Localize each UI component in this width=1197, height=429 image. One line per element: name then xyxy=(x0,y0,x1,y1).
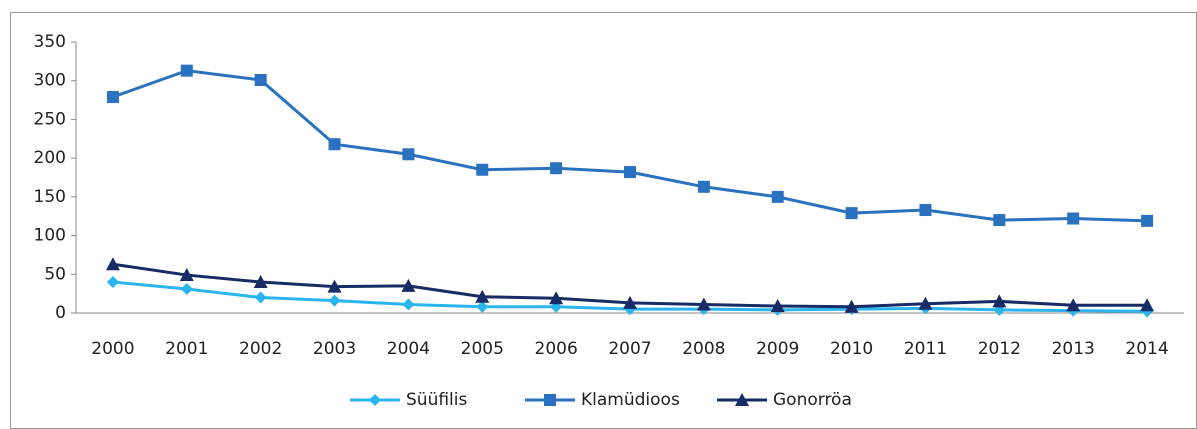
data-point xyxy=(697,180,710,193)
x-tick-label: 2008 xyxy=(682,339,725,359)
data-point xyxy=(327,279,342,293)
data-point xyxy=(254,73,267,86)
x-tick-label: 2006 xyxy=(535,339,578,359)
x-tick-label: 2009 xyxy=(756,339,799,359)
legend-marker xyxy=(369,394,381,406)
data-point xyxy=(993,214,1006,227)
data-point xyxy=(106,90,119,103)
x-tick-label: 2000 xyxy=(91,339,134,359)
data-point xyxy=(771,190,784,203)
x-tick-label: 2003 xyxy=(313,339,356,359)
data-point xyxy=(253,275,268,289)
data-point xyxy=(770,299,785,313)
data-point xyxy=(180,64,193,77)
data-point xyxy=(476,300,489,313)
data-point xyxy=(1066,298,1081,312)
data-point xyxy=(105,257,120,271)
legend-label: Süüfilis xyxy=(406,390,467,410)
x-tick-label: 2012 xyxy=(978,339,1021,359)
y-tick-label: 200 xyxy=(34,148,66,168)
legend-label: Gonorröa xyxy=(773,390,852,410)
data-point xyxy=(179,268,194,282)
legend-marker xyxy=(735,393,749,406)
y-tick-label: 150 xyxy=(34,187,66,207)
data-point xyxy=(328,294,341,307)
data-point xyxy=(1141,214,1154,227)
x-tick-label: 2010 xyxy=(830,339,873,359)
y-tick-label: 250 xyxy=(34,109,66,129)
data-point xyxy=(696,297,711,311)
x-tick-label: 2005 xyxy=(461,339,504,359)
data-point xyxy=(844,299,859,313)
data-point xyxy=(106,276,119,289)
data-point xyxy=(1140,298,1155,312)
x-tick-label: 2014 xyxy=(1125,339,1168,359)
data-point xyxy=(328,138,341,151)
data-point xyxy=(402,298,415,311)
data-point xyxy=(1067,212,1080,225)
data-point xyxy=(623,295,637,309)
x-tick-label: 2013 xyxy=(1052,339,1095,359)
data-point xyxy=(180,282,193,295)
data-point xyxy=(549,291,564,305)
y-tick-label: 100 xyxy=(34,226,66,246)
x-tick-label: 2004 xyxy=(387,339,430,359)
legend-label: Klamüdioos xyxy=(581,390,680,410)
x-tick-label: 2011 xyxy=(904,339,947,359)
data-point xyxy=(845,207,858,220)
series-line xyxy=(112,69,1148,223)
y-tick-label: 300 xyxy=(34,71,66,91)
y-tick-label: 0 xyxy=(55,303,66,323)
data-point xyxy=(475,289,490,303)
data-point xyxy=(254,291,267,304)
legend-marker xyxy=(544,394,556,406)
y-tick-label: 350 xyxy=(34,32,66,52)
data-point xyxy=(918,296,933,310)
data-point xyxy=(550,162,563,175)
x-tick-label: 2001 xyxy=(165,339,208,359)
data-point xyxy=(624,166,636,179)
data-point xyxy=(919,204,932,217)
x-tick-label: 2002 xyxy=(239,339,282,359)
data-point xyxy=(402,148,415,161)
data-point xyxy=(401,278,416,292)
x-tick-label: 2007 xyxy=(608,339,651,359)
data-point xyxy=(992,294,1007,308)
data-point xyxy=(476,163,489,176)
y-tick-label: 50 xyxy=(44,264,66,284)
